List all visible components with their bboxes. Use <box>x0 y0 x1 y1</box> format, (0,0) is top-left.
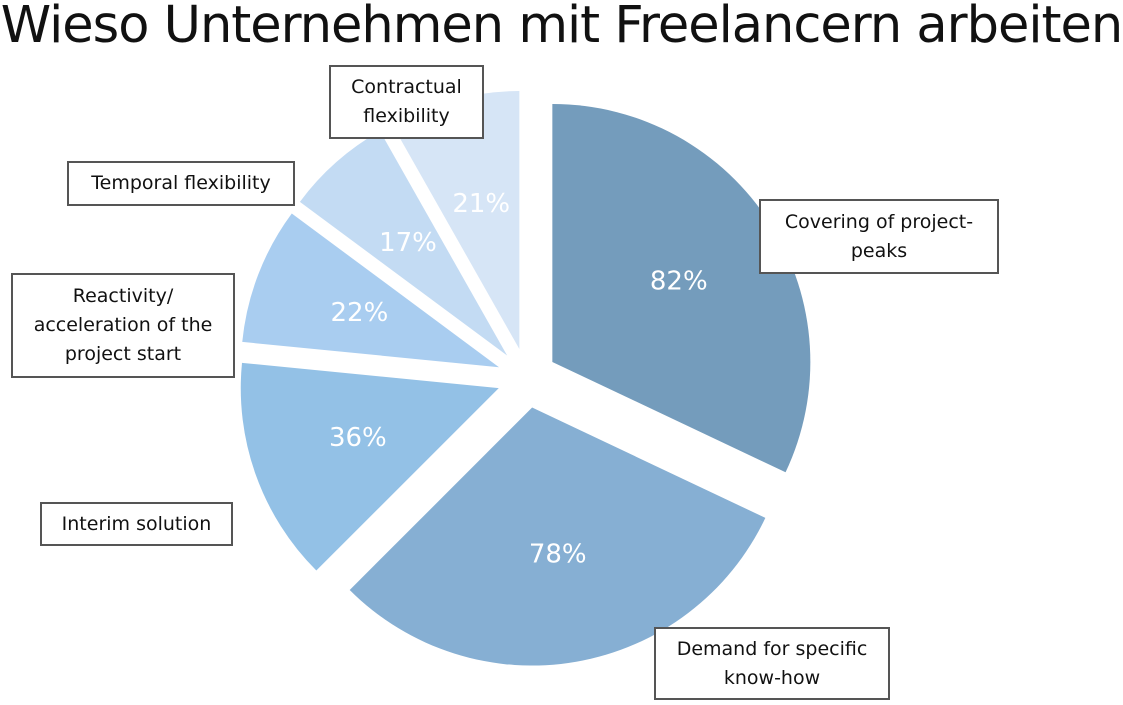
pie-slice-3 <box>240 362 499 571</box>
callout-reactivity: Reactivity/ acceleration of the project … <box>11 273 235 378</box>
slice-value-label-5: 17% <box>379 228 437 258</box>
slice-value-label-1: 82% <box>650 266 708 296</box>
callout-demand-for-specific-know-how: Demand for specific know-how <box>654 627 890 700</box>
slice-value-label-4: 22% <box>330 298 388 328</box>
pie-slice-1 <box>552 103 811 473</box>
callout-covering-of-project-peaks: Covering of project-peaks <box>759 199 999 274</box>
callout-interim-solution: Interim solution <box>40 502 233 546</box>
slice-value-label-2: 78% <box>529 539 587 569</box>
slice-value-label-6: 21% <box>452 189 510 219</box>
pie-slice-6 <box>392 90 520 349</box>
pie-slice-4 <box>242 213 500 368</box>
callout-contractual-flexibility: Contractual flexibility <box>329 65 484 139</box>
pie-slice-2 <box>349 407 766 666</box>
chart-title: Wieso Unternehmen mit Freelancern arbeit… <box>0 0 1123 55</box>
pie-slice-5 <box>299 131 508 356</box>
callout-temporal-flexibility: Temporal flexibility <box>67 161 295 206</box>
slice-value-label-3: 36% <box>329 423 387 453</box>
pie-slices: 82% 78% 36% 22% 17% 21% <box>240 90 811 666</box>
